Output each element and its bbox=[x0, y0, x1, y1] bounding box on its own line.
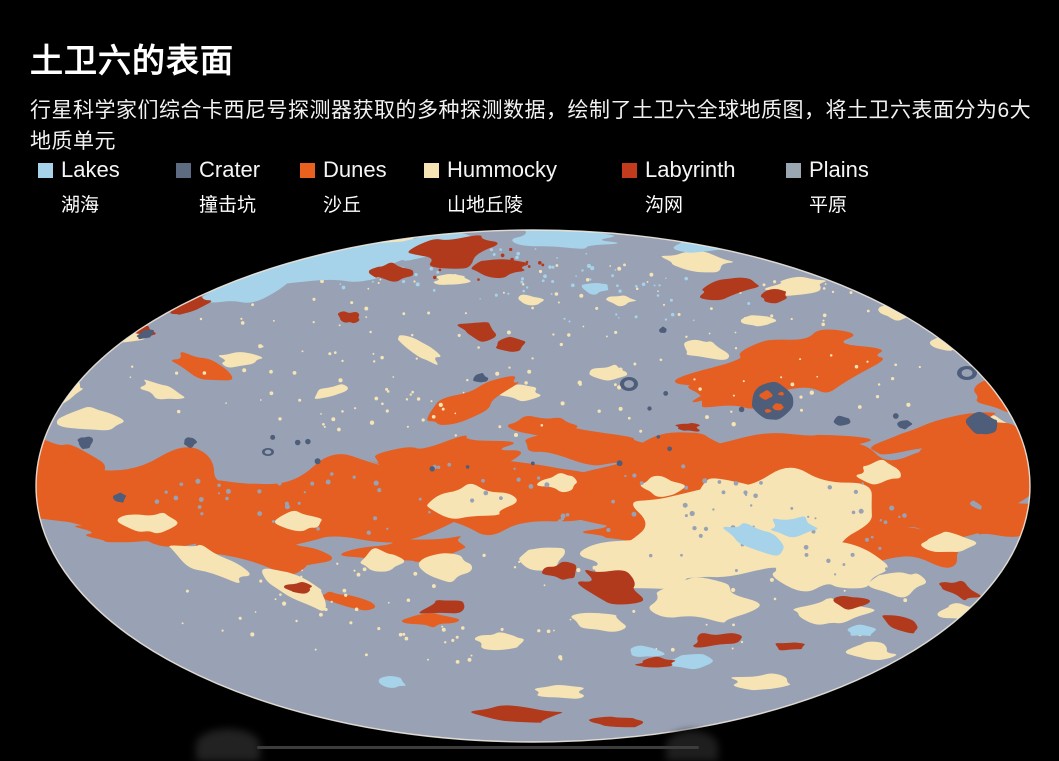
legend-label-en: Hummocky bbox=[447, 157, 558, 182]
legend-swatch bbox=[424, 162, 439, 178]
legend-label-en: Crater bbox=[199, 157, 261, 182]
legend-label-en: Dunes bbox=[323, 157, 387, 182]
legend-swatch bbox=[176, 162, 191, 178]
legend-label-en: Lakes bbox=[61, 157, 120, 182]
legend-swatch bbox=[300, 162, 315, 178]
legend-item-crater: Crater 撞击坑 bbox=[176, 157, 300, 217]
legend-label-zh: 沙丘 bbox=[323, 195, 362, 216]
legend-item-row: Plains bbox=[786, 157, 869, 183]
legend-swatch bbox=[622, 162, 637, 178]
legend-item-row: Labyrinth bbox=[622, 157, 786, 183]
bottom-card-edge-line bbox=[257, 746, 699, 749]
legend-label-zh: 山地丘陵 bbox=[447, 195, 524, 216]
legend-item-dunes: Dunes 沙丘 bbox=[300, 157, 424, 217]
legend-item-row: Dunes bbox=[300, 157, 424, 183]
bottom-card-edge-left bbox=[196, 729, 260, 761]
legend-item-row: Hummocky bbox=[424, 157, 622, 183]
legend-item-row: Lakes bbox=[38, 157, 176, 183]
legend-label-zh: 湖海 bbox=[61, 195, 100, 216]
legend: Lakes 湖海 Crater 撞击坑 Dunes 沙丘 Hummocky 山地… bbox=[38, 157, 869, 217]
page-subtitle: 行星科学家们综合卡西尼号探测器获取的多种探测数据，绘制了土卫六全球地质图，将土卫… bbox=[30, 99, 1032, 153]
legend-item-row: Crater bbox=[176, 157, 300, 183]
legend-label-zh: 沟网 bbox=[645, 195, 684, 216]
legend-item-labyrinth: Labyrinth 沟网 bbox=[622, 157, 786, 217]
legend-swatch bbox=[786, 162, 801, 178]
legend-label-en: Labyrinth bbox=[645, 157, 736, 182]
legend-item-hummocky: Hummocky 山地丘陵 bbox=[424, 157, 622, 217]
legend-item-lakes: Lakes 湖海 bbox=[38, 157, 176, 217]
legend-label-en: Plains bbox=[809, 157, 869, 182]
legend-label-zh: 平原 bbox=[809, 195, 848, 216]
page-title: 土卫六的表面 bbox=[30, 42, 234, 80]
legend-label-zh: 撞击坑 bbox=[199, 195, 257, 216]
legend-item-plains: Plains 平原 bbox=[786, 157, 869, 217]
legend-swatch bbox=[38, 162, 53, 178]
